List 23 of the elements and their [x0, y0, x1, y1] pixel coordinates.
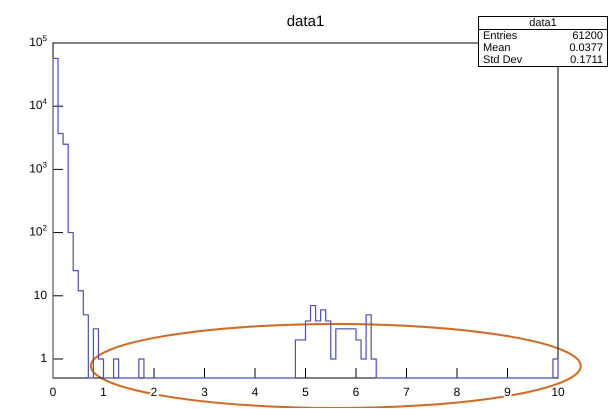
y-tick-label: 10$^{3}$ [29, 160, 48, 176]
text: 0.0377 [569, 42, 603, 54]
y-tick-label: 10$^{2}$ [29, 223, 48, 239]
x-tick-label: 6 [352, 385, 360, 399]
x-tick-label: 7 [403, 385, 410, 399]
x-tick-label: 5 [302, 385, 310, 399]
y-tick-label: 10$^{4}$ [29, 96, 48, 112]
x-tick-label: 10 [551, 385, 565, 399]
annotation: Std Dev [483, 54, 522, 66]
text: data1 [479, 17, 607, 30]
text: 0.1711 [570, 54, 603, 66]
x-tick-label: 0 [50, 385, 57, 399]
y-tick-label: 1 [40, 351, 48, 366]
text: Entries [483, 30, 518, 42]
x-tick-label: 1 [100, 385, 108, 399]
x-tick-label: 3 [201, 385, 208, 399]
annotation: Mean [483, 42, 511, 54]
text: 61200 [572, 30, 603, 42]
x-tick-label: 8 [454, 385, 461, 399]
x-tick-label: 4 [252, 385, 259, 399]
y-tick-label: 10$^{5}$ [29, 34, 48, 50]
chart-title: data1 [286, 13, 324, 30]
y-tick-label: 10 [34, 288, 48, 302]
